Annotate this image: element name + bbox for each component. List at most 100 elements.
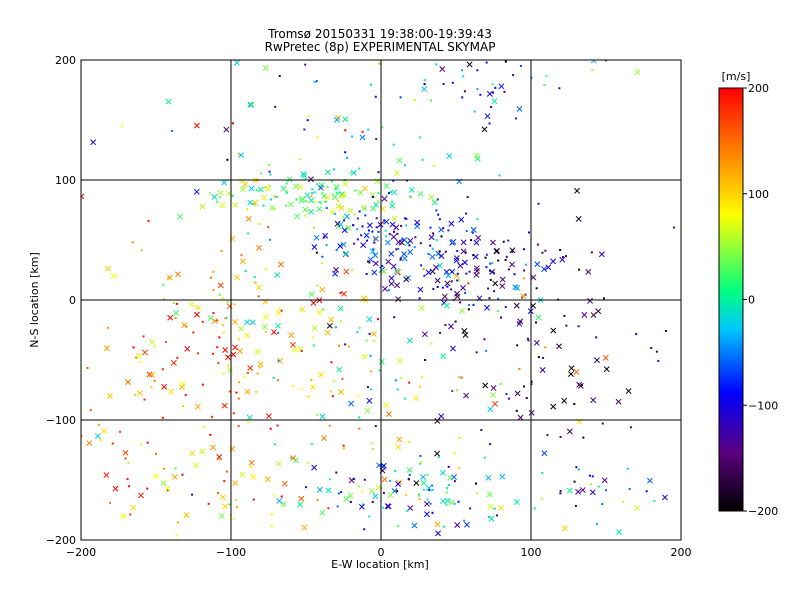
data-point-dot bbox=[377, 192, 380, 195]
data-point-cross bbox=[485, 474, 492, 481]
data-point-dot bbox=[374, 425, 377, 428]
data-point-cross bbox=[550, 403, 557, 410]
data-point-dot bbox=[435, 239, 438, 242]
data-point-cross bbox=[568, 371, 574, 378]
x-tick-label: 100 bbox=[521, 546, 542, 559]
data-point-cross bbox=[393, 224, 400, 231]
data-point-cross bbox=[222, 347, 229, 353]
data-point-cross bbox=[366, 316, 373, 323]
data-point-dot bbox=[460, 376, 463, 379]
data-point-cross bbox=[326, 322, 333, 329]
data-point-cross bbox=[318, 371, 324, 378]
data-point-cross bbox=[443, 268, 450, 275]
data-point-cross bbox=[408, 187, 415, 193]
data-point-dot bbox=[465, 229, 468, 232]
data-point-dot bbox=[228, 390, 231, 393]
data-point-dot bbox=[256, 372, 259, 375]
data-point-dot bbox=[315, 80, 318, 83]
data-point-dot bbox=[316, 136, 319, 139]
data-point-cross bbox=[224, 354, 231, 361]
data-point-dot bbox=[363, 528, 366, 531]
data-point-cross bbox=[615, 398, 622, 405]
data-point-dot bbox=[536, 243, 539, 246]
data-point-dot bbox=[135, 356, 138, 359]
data-point-cross bbox=[269, 204, 276, 211]
data-point-cross bbox=[199, 448, 206, 455]
data-point-cross bbox=[475, 234, 482, 241]
data-point-cross bbox=[262, 64, 269, 71]
data-point-dot bbox=[422, 488, 425, 491]
data-point-cross bbox=[579, 487, 586, 493]
data-point-dot bbox=[361, 490, 364, 493]
colorbar-tick-label: 100 bbox=[748, 188, 769, 201]
data-point-dot bbox=[99, 438, 102, 441]
data-point-dot bbox=[400, 225, 403, 228]
data-point-dot bbox=[462, 75, 465, 78]
data-point-cross bbox=[368, 488, 375, 495]
data-point-cross bbox=[86, 440, 93, 447]
x-tick-label: 0 bbox=[378, 546, 385, 559]
data-point-dot bbox=[444, 250, 447, 253]
data-point-dot bbox=[381, 126, 384, 129]
data-point-cross bbox=[482, 382, 489, 389]
colorbar-tick-label: −100 bbox=[748, 399, 778, 412]
data-point-cross bbox=[308, 208, 315, 215]
data-point-dot bbox=[347, 345, 350, 348]
data-point-cross bbox=[310, 384, 316, 391]
data-point-dot bbox=[535, 321, 538, 324]
data-point-dot bbox=[489, 443, 492, 446]
data-point-cross bbox=[135, 353, 142, 360]
data-point-dot bbox=[354, 189, 357, 192]
data-point-dot bbox=[413, 246, 416, 249]
data-point-cross bbox=[434, 521, 441, 528]
data-point-cross bbox=[275, 322, 281, 329]
y-axis-label: N-S location [km] bbox=[28, 252, 41, 348]
data-point-cross bbox=[385, 411, 392, 418]
data-point-dot bbox=[237, 338, 240, 341]
data-point-cross bbox=[395, 443, 402, 450]
data-point-dot bbox=[334, 188, 337, 191]
data-point-cross bbox=[489, 391, 496, 398]
data-point-cross bbox=[322, 232, 329, 239]
data-point-dot bbox=[446, 285, 449, 288]
data-point-dot bbox=[541, 251, 544, 254]
data-point-dot bbox=[268, 170, 271, 173]
data-point-dot bbox=[442, 227, 445, 230]
data-point-dot bbox=[577, 468, 580, 471]
data-point-cross bbox=[336, 366, 343, 373]
data-point-cross bbox=[321, 193, 328, 200]
data-point-cross bbox=[574, 187, 580, 194]
data-point-cross bbox=[388, 275, 395, 282]
data-point-cross bbox=[575, 488, 582, 495]
data-point-cross bbox=[325, 487, 332, 494]
data-point-dot bbox=[300, 349, 303, 352]
data-point-dot bbox=[385, 194, 388, 197]
data-point-dot bbox=[251, 202, 254, 205]
data-point-dot bbox=[453, 502, 456, 505]
data-point-dot bbox=[559, 435, 562, 438]
data-point-cross bbox=[337, 305, 344, 312]
data-point-dot bbox=[226, 158, 229, 161]
data-point-dot bbox=[353, 478, 356, 481]
data-point-cross bbox=[372, 493, 379, 500]
y-tick-label: 200 bbox=[55, 54, 76, 67]
data-point-cross bbox=[412, 395, 419, 402]
data-point-dot bbox=[218, 458, 221, 461]
data-point-dot bbox=[211, 415, 214, 418]
data-point-dot bbox=[129, 513, 132, 516]
data-point-dot bbox=[384, 229, 387, 232]
data-point-dot bbox=[358, 210, 361, 213]
data-point-cross bbox=[280, 185, 287, 192]
data-point-cross bbox=[167, 314, 174, 321]
data-point-dot bbox=[173, 301, 176, 304]
data-point-cross bbox=[299, 196, 306, 202]
data-point-dot bbox=[473, 110, 476, 113]
data-point-dot bbox=[407, 440, 410, 443]
data-point-dot bbox=[278, 75, 281, 78]
data-point-dot bbox=[231, 122, 234, 125]
data-point-dot bbox=[305, 486, 308, 489]
data-point-dot bbox=[324, 200, 327, 203]
data-point-cross bbox=[165, 98, 172, 105]
data-point-dot bbox=[597, 485, 600, 488]
data-point-dot bbox=[235, 391, 238, 394]
